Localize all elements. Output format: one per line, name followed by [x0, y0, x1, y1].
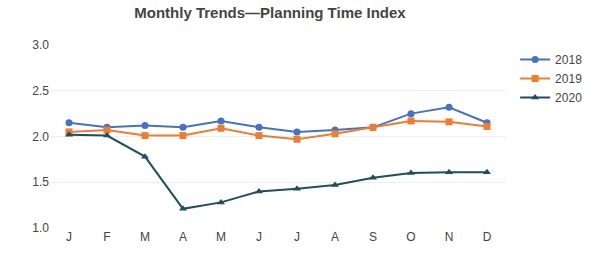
- svg-text:2020: 2020: [555, 91, 582, 105]
- svg-text:A: A: [179, 230, 187, 244]
- svg-text:D: D: [483, 230, 492, 244]
- svg-text:A: A: [331, 230, 339, 244]
- svg-text:J: J: [294, 230, 300, 244]
- svg-text:O: O: [406, 230, 415, 244]
- svg-text:1.5: 1.5: [32, 175, 49, 189]
- svg-text:3.0: 3.0: [32, 38, 49, 52]
- svg-text:M: M: [216, 230, 226, 244]
- svg-text:2.5: 2.5: [32, 84, 49, 98]
- svg-text:F: F: [103, 230, 110, 244]
- svg-text:M: M: [140, 230, 150, 244]
- svg-text:S: S: [369, 230, 377, 244]
- svg-text:1.0: 1.0: [32, 221, 49, 235]
- svg-text:Monthly Trends—Planning Time I: Monthly Trends—Planning Time Index: [134, 4, 406, 21]
- svg-text:2.0: 2.0: [32, 130, 49, 144]
- svg-text:J: J: [256, 230, 262, 244]
- svg-text:N: N: [445, 230, 454, 244]
- svg-text:2018: 2018: [555, 53, 582, 67]
- svg-text:J: J: [66, 230, 72, 244]
- svg-text:2019: 2019: [555, 72, 582, 86]
